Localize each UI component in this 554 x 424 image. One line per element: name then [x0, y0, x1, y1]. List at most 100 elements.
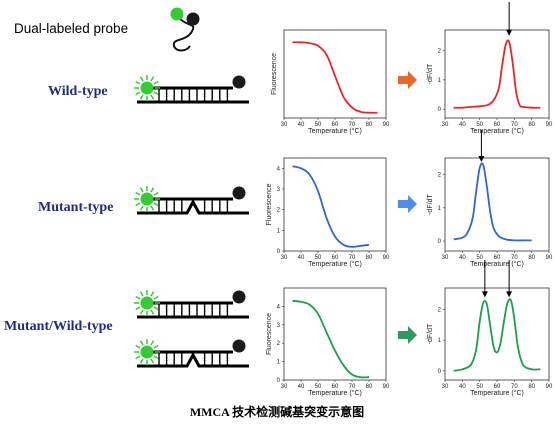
- y-tick-label: 2: [277, 341, 281, 347]
- quencher-icon: [232, 290, 246, 304]
- series-line: [292, 165, 370, 248]
- schematic-wild-type: [134, 75, 249, 104]
- x-tick-label: 40: [298, 384, 305, 390]
- y-axis-title: Fluorescence: [271, 53, 278, 95]
- row-label-mutant-wild-type: Mutant/Wild-type: [4, 319, 113, 334]
- y-tick-label: 0: [277, 249, 281, 255]
- probe-icon: [170, 7, 200, 52]
- x-tick-label: 90: [383, 122, 390, 128]
- plot-frame: [444, 287, 550, 381]
- x-tick-label: 40: [298, 255, 305, 261]
- probe-title: Dual-labeled probe: [14, 21, 128, 36]
- y-tick-label: 0: [277, 378, 281, 384]
- peak-arrow-icon: [506, 291, 513, 298]
- glow-ray: [150, 309, 155, 315]
- x-tick-label: 30: [281, 384, 288, 390]
- y-tick-label: 2: [438, 49, 442, 55]
- glow-ray: [150, 94, 155, 100]
- y-axis-title: -dF/dT: [427, 193, 434, 214]
- glow-ray: [135, 344, 141, 349]
- x-tick-label: 70: [349, 122, 356, 128]
- glow-ray: [139, 94, 144, 100]
- series-line: [453, 39, 541, 109]
- x-tick-label: 30: [442, 255, 449, 261]
- x-tick-label: 60: [494, 255, 501, 261]
- x-axis-title: Temperature (°C): [308, 127, 362, 135]
- glow-ray: [135, 202, 141, 207]
- glow-ray: [135, 91, 141, 96]
- x-tick-label: 50: [315, 122, 322, 128]
- x-axis-title: Temperature (°C): [308, 260, 362, 268]
- chart-derivative-mutant-wild-type: 30 40 50 60 70 80 90 0 1 2 Temperature (°C) -dF/dT: [427, 260, 553, 397]
- glow-ray: [150, 291, 155, 297]
- target-strand-mismatch: [137, 351, 249, 368]
- x-tick-label: 80: [528, 255, 535, 261]
- glow-ray: [150, 187, 155, 193]
- glow-ray: [135, 80, 141, 85]
- y-tick-label: 2: [438, 173, 442, 179]
- chart-fluorescence-mutant-wild-type: 30 40 50 60 70 80 90 0 1 2 3 4 Temperature (°C) Fluor…: [266, 287, 390, 397]
- y-tick-label: 1: [438, 206, 442, 212]
- y-tick-label: 1: [277, 228, 281, 234]
- row-label-mutant-type: Mutant-type: [38, 200, 113, 215]
- y-axis-title: -dF/dT: [427, 323, 434, 344]
- y-tick-label: 0: [438, 107, 442, 113]
- glow-ray: [139, 309, 144, 315]
- x-tick-label: 30: [281, 122, 288, 128]
- x-tick-label: 60: [332, 384, 339, 390]
- x-tick-label: 50: [315, 255, 322, 261]
- x-tick-label: 70: [511, 384, 518, 390]
- target-strand-mismatch: [137, 198, 249, 215]
- y-axis-title: Fluorescence: [266, 313, 273, 355]
- x-tick-label: 80: [528, 122, 535, 128]
- glow-ray: [135, 306, 141, 311]
- x-tick-label: 90: [383, 384, 390, 390]
- schematic-mixed-mutant: [134, 339, 249, 368]
- x-tick-label: 50: [476, 255, 483, 261]
- x-tick-label: 80: [366, 255, 373, 261]
- x-tick-label: 60: [332, 255, 339, 261]
- x-tick-label: 90: [546, 122, 553, 128]
- arrow-mutant-icon: [398, 195, 417, 213]
- glow-ray: [153, 306, 159, 311]
- fluorophore-icon: [140, 192, 154, 206]
- glow-ray: [153, 344, 159, 349]
- fluorophore-icon: [140, 81, 154, 95]
- y-axis-title: -dF/dT: [427, 63, 434, 84]
- series-line: [292, 41, 378, 114]
- x-tick-label: 70: [511, 122, 518, 128]
- chart-fluorescence-wild-type: 30 40 50 60 70 80 90 Temperature (°C) Fluorescen…: [271, 29, 390, 135]
- y-tick-label: 1: [438, 338, 442, 344]
- peak-arrow-icon: [506, 29, 513, 36]
- x-tick-label: 40: [459, 384, 466, 390]
- y-tick-label: 0: [438, 369, 442, 375]
- x-axis-title: Temperature (°C): [470, 389, 524, 397]
- y-tick-label: 4: [277, 166, 281, 172]
- glow-ray: [139, 291, 144, 297]
- glow-ray: [135, 295, 141, 300]
- chart-derivative-wild-type: 30 40 50 60 70 80 90 0 1 2 Temperature (°C) -dF/dT: [427, 2, 553, 135]
- x-tick-label: 80: [366, 384, 373, 390]
- arrow-mixed-icon: [398, 326, 417, 344]
- x-axis-title: Temperature (°C): [308, 389, 362, 397]
- x-tick-label: 30: [442, 384, 449, 390]
- x-tick-label: 80: [366, 122, 373, 128]
- x-tick-label: 60: [494, 384, 501, 390]
- glow-ray: [153, 191, 159, 196]
- x-tick-label: 30: [442, 122, 449, 128]
- x-tick-label: 90: [546, 384, 553, 390]
- y-tick-label: 3: [277, 323, 281, 329]
- glow-ray: [150, 358, 155, 364]
- glow-ray: [139, 358, 144, 364]
- x-tick-label: 90: [383, 255, 390, 261]
- x-tick-label: 70: [511, 255, 518, 261]
- glow-ray: [150, 76, 155, 82]
- glow-ray: [135, 191, 141, 196]
- x-tick-label: 60: [494, 122, 501, 128]
- y-tick-label: 2: [438, 307, 442, 313]
- x-axis-title: Temperature (°C): [470, 260, 524, 268]
- fluorophore-icon: [140, 345, 154, 359]
- x-tick-label: 50: [476, 122, 483, 128]
- quencher-icon: [232, 75, 246, 89]
